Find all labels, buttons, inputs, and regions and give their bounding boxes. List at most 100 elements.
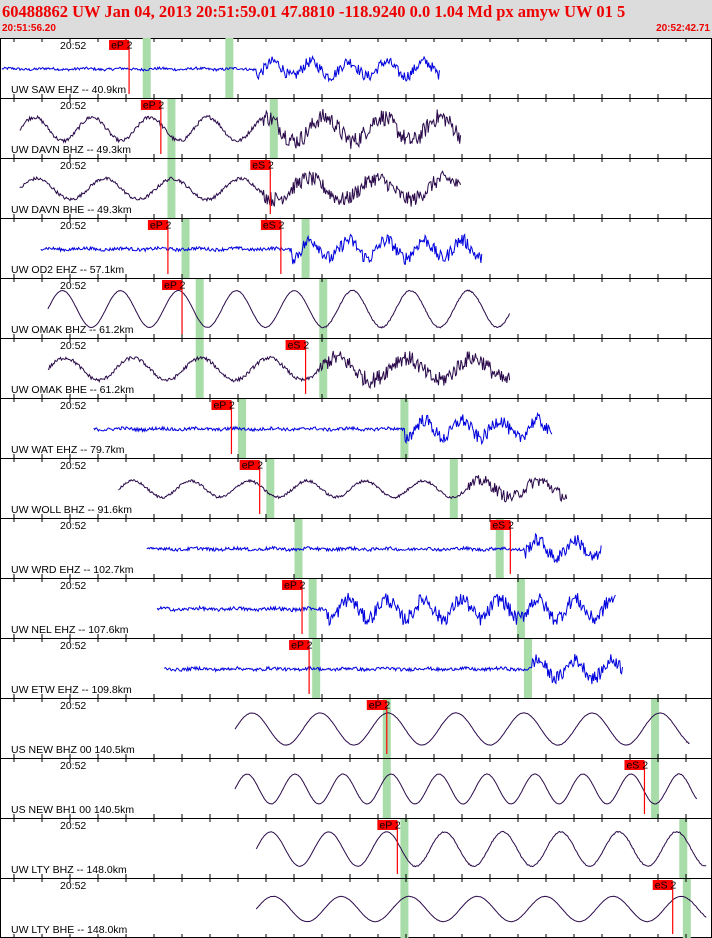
- waveform: [255, 895, 707, 923]
- waveform: [93, 411, 553, 446]
- window-shade: [269, 98, 278, 158]
- pick-label-box: [282, 580, 303, 590]
- window-shade: [195, 338, 204, 398]
- minute-label: 20:52: [60, 880, 86, 892]
- waveform: [255, 830, 707, 868]
- minute-label: 20:52: [60, 640, 86, 652]
- waveform: [19, 170, 462, 207]
- minute-label: 20:52: [60, 820, 86, 832]
- trace-uw-davn-bhe-49-3km: eS 2 20:52 UW DAVN BHE -- 49.3km: [0, 158, 712, 218]
- trace-uw-lty-bhe-148-0km: eS 2 20:52 UW LTY BHE -- 148.0km: [0, 878, 712, 938]
- trace-us-new-bh1-00-140-5km: eS 2 20:52 US NEW BH1 00 140.5km: [0, 758, 712, 818]
- waveform: [40, 233, 483, 265]
- trace-uw-omak-bhz-61-2km: eP 2 20:52 UW OMAK BHZ -- 61.2km: [0, 278, 712, 338]
- trace-uw-od2-ehz-57-1km: eP 2 eS 2 20:52 UW OD2 EHZ -- 57.1km: [0, 218, 712, 278]
- pick-label: eS 2: [492, 520, 514, 532]
- minute-label: 20:52: [60, 460, 86, 472]
- pick-label: eP 2: [284, 580, 306, 592]
- trace-uw-lty-bhz-148-0km: eP 2 20:52 UW LTY BHZ -- 148.0km: [0, 818, 712, 878]
- window-shade: [682, 878, 691, 938]
- station-label: UW DAVN BHZ -- 49.3km: [11, 144, 131, 156]
- window-shade: [679, 818, 688, 878]
- pick-label-box: [109, 40, 130, 50]
- window-start-time: 20:51:56.20: [2, 23, 56, 34]
- pick-label: eP 2: [213, 400, 235, 412]
- window-shade: [181, 218, 190, 278]
- minute-label: 20:52: [60, 400, 86, 412]
- pick-label: eP 2: [379, 820, 401, 832]
- pick-label-box: [289, 640, 310, 650]
- minute-label: 20:52: [60, 160, 86, 172]
- pick-label-box: [260, 220, 281, 230]
- minute-label: 20:52: [60, 100, 86, 112]
- waveform: [164, 654, 623, 685]
- waveform: [47, 289, 511, 329]
- minute-label: 20:52: [60, 40, 86, 52]
- trace-uw-wat-ehz-79-7km: eP 2 20:52 UW WAT EHZ -- 79.7km: [0, 398, 712, 458]
- station-label: UW LTY BHZ -- 148.0km: [11, 864, 127, 876]
- pick-label-box: [377, 820, 398, 830]
- minute-label: 20:52: [60, 280, 86, 292]
- station-label: UW WAT EHZ -- 79.7km: [11, 444, 125, 456]
- pick-label-box: [250, 160, 271, 170]
- window-shade: [266, 458, 275, 518]
- pick-label: eS 2: [263, 220, 285, 232]
- pick-label: eP 2: [164, 280, 186, 292]
- pick-label: eS 2: [252, 160, 274, 172]
- minute-label: 20:52: [60, 700, 86, 712]
- pick-label-box: [140, 100, 161, 110]
- pick-label-box: [366, 700, 387, 710]
- trace-uw-nel-ehz-107-6km: eP 2 20:52 UW NEL EHZ -- 107.6km: [0, 578, 712, 638]
- pick-label-box: [239, 460, 260, 470]
- station-label: US NEW BHZ 00 140.5km: [11, 744, 135, 756]
- pick-label-box: [490, 520, 511, 530]
- pick-label-box: [147, 220, 168, 230]
- trace-uw-etw-ehz-109-8km: eP 2 20:52 UW ETW EHZ -- 109.8km: [0, 638, 712, 698]
- trace-uw-woll-bhz-91-6km: eP 2 20:52 UW WOLL BHZ -- 91.6km: [0, 458, 712, 518]
- waveform: [234, 773, 698, 805]
- window-shade: [382, 758, 391, 818]
- window-shade: [301, 218, 310, 278]
- trace-uw-wrd-ehz-102-7km: eS 2 20:52 UW WRD EHZ -- 102.7km: [0, 518, 712, 578]
- window-shade: [516, 578, 525, 638]
- waveform: [234, 712, 690, 746]
- minute-label: 20:52: [60, 220, 86, 232]
- trace-us-new-bhz-00-140-5km: eP 2 20:52 US NEW BHZ 00 140.5km: [0, 698, 712, 758]
- station-label: UW ETW EHZ -- 109.8km: [11, 684, 132, 696]
- pick-label: eP 2: [242, 460, 264, 472]
- station-label: UW DAVN BHE -- 49.3km: [11, 204, 132, 216]
- minute-label: 20:52: [60, 520, 86, 532]
- pick-label-box: [162, 280, 183, 290]
- waveform: [47, 350, 511, 389]
- pick-label: eP 2: [111, 40, 133, 52]
- pick-label: eS 2: [626, 760, 648, 772]
- window-shade: [400, 818, 409, 878]
- window-end-time: 20:52:42.71: [656, 23, 710, 34]
- minute-label: 20:52: [60, 340, 86, 352]
- pick-label: eP 2: [150, 220, 172, 232]
- window-shade: [142, 38, 151, 98]
- station-label: UW WRD EHZ -- 102.7km: [11, 564, 134, 576]
- pick-label: eP 2: [369, 700, 391, 712]
- station-label: US NEW BH1 00 140.5km: [11, 804, 134, 816]
- event-header: 60488862 UW Jan 04, 2013 20:51:59.01 47.…: [0, 0, 712, 38]
- window-shade: [523, 638, 532, 698]
- window-shade: [195, 278, 204, 338]
- window-shade: [651, 698, 660, 758]
- station-label: UW OMAK BHE -- 61.2km: [11, 384, 134, 396]
- window-shade: [294, 518, 303, 578]
- waveform: [156, 592, 616, 627]
- plot-frame: [0, 38, 712, 938]
- window-shade: [167, 158, 176, 218]
- trace-uw-omak-bhe-61-2km: eS 2 20:52 UW OMAK BHE -- 61.2km: [0, 338, 712, 398]
- pick-label: eP 2: [291, 640, 313, 652]
- pick-label-box: [624, 760, 645, 770]
- pick-label-box: [211, 400, 232, 410]
- window-shade: [319, 338, 328, 398]
- waveform: [118, 475, 568, 503]
- station-label: UW LTY BHE -- 148.0km: [11, 924, 128, 936]
- station-label: UW WOLL BHZ -- 91.6km: [11, 504, 132, 516]
- window-shade: [319, 278, 328, 338]
- waveform: [1, 55, 440, 83]
- minute-label: 20:52: [60, 760, 86, 772]
